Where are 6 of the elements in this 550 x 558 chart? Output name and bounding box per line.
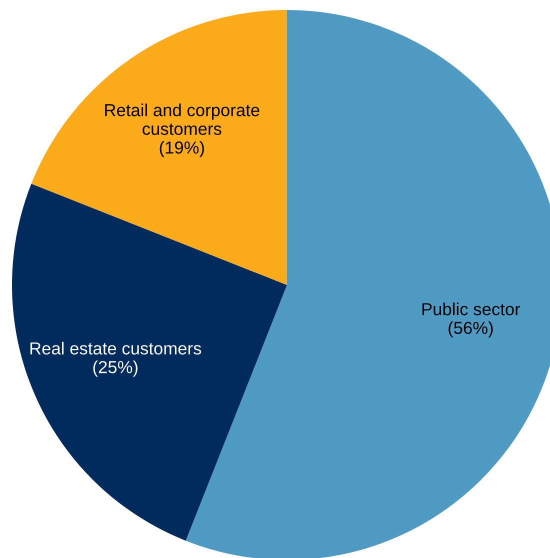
slice-label: Real estate customers: [30, 342, 202, 355]
data-label: (25%): [93, 360, 138, 377]
slice-label: Public sector: [422, 302, 520, 316]
slice-label: Retail and corporate customers: [105, 104, 260, 135]
data-label: (56%): [448, 321, 493, 338]
data-label: (19%): [160, 140, 204, 158]
